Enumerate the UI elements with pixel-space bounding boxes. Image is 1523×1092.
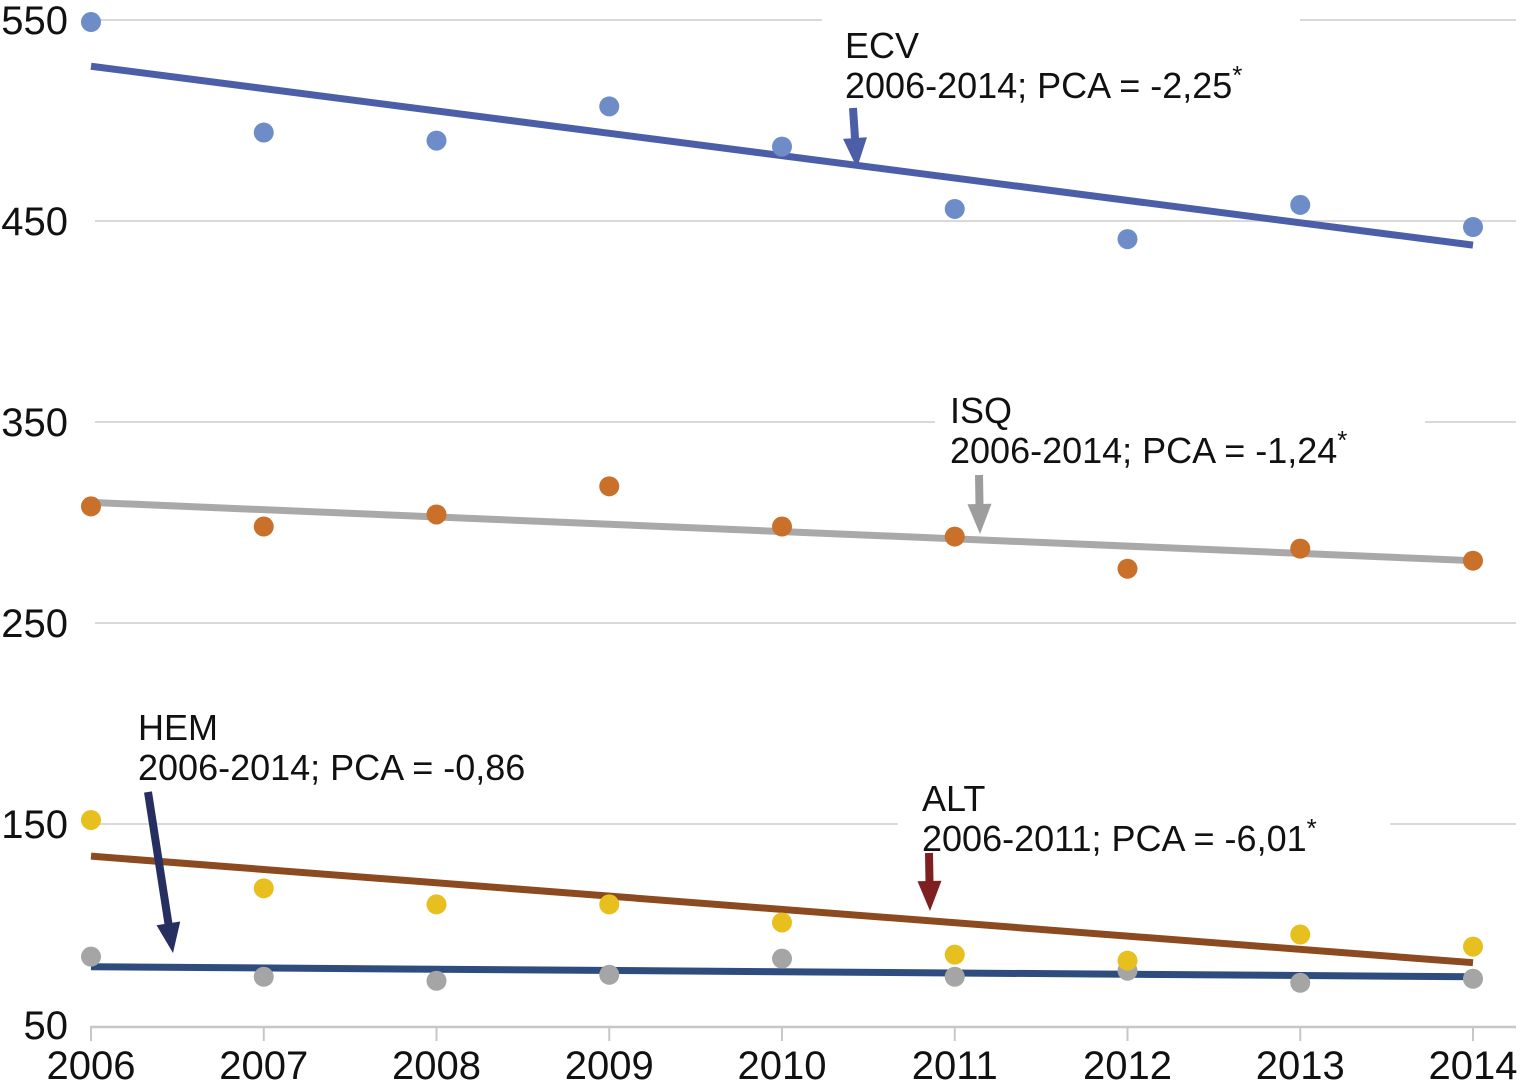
dot-hem-2007 <box>253 966 274 987</box>
dot-ecv-2006 <box>81 12 101 33</box>
annotation-star-isq: * <box>1337 425 1347 455</box>
dot-alt-2013 <box>1290 924 1311 945</box>
x-tick-label-2011: 2011 <box>912 1044 998 1088</box>
dot-hem-2010 <box>772 948 792 969</box>
dot-isq-2011 <box>944 526 965 547</box>
annotation-arrow-head-alt <box>917 880 942 911</box>
dot-isq-2009 <box>599 476 620 497</box>
annotation-star-alt: * <box>1307 813 1317 843</box>
dot-ecv-2013 <box>1290 194 1311 215</box>
x-tick-label-2012: 2012 <box>1083 1044 1172 1088</box>
dot-isq-2010 <box>772 516 792 537</box>
dot-alt-2010 <box>772 912 792 933</box>
annotation-label-isq: ISQ <box>950 390 1012 431</box>
dot-hem-2013 <box>1290 972 1311 993</box>
annotation-arrow-shaft-ecv <box>849 107 860 145</box>
dot-alt-2008 <box>426 894 447 915</box>
annotation-detail-hem: 2006-2014; PCA = -0,86 <box>138 747 525 788</box>
dot-alt-2014 <box>1463 936 1483 957</box>
dot-alt-2007 <box>253 878 274 899</box>
dot-alt-2012 <box>1117 950 1138 971</box>
dot-hem-2009 <box>599 964 620 985</box>
dot-alt-2011 <box>944 944 965 965</box>
dot-ecv-2007 <box>253 122 274 143</box>
annotation-star-ecv: * <box>1232 60 1242 90</box>
dot-ecv-2014 <box>1463 217 1483 238</box>
annotation-detail-text-hem: 2006-2014; PCA = -0,86 <box>138 747 525 788</box>
dot-hem-2006 <box>81 946 101 967</box>
dot-ecv-2010 <box>772 136 792 157</box>
dot-isq-2013 <box>1290 538 1311 559</box>
annotation-bg-isq <box>935 386 1425 472</box>
annotation-detail-text-ecv: 2006-2014; PCA = -2,25 <box>845 65 1232 106</box>
trendline-alt <box>90 852 1474 967</box>
annotation-label-alt: ALT <box>922 778 985 819</box>
x-tick-label-2006: 2006 <box>47 1044 136 1088</box>
annotation-arrow-head-isq <box>967 503 992 534</box>
dot-ecv-2008 <box>426 130 447 151</box>
annotation-label-ecv: ECV <box>845 25 919 66</box>
annotation-bg-ecv <box>822 12 1300 106</box>
dot-ecv-2012 <box>1117 229 1138 250</box>
annotation-detail-ecv: 2006-2014; PCA = -2,25* <box>845 60 1242 106</box>
dot-isq-2012 <box>1117 558 1138 579</box>
annotation-arrow-shaft-hem <box>144 791 174 930</box>
dot-alt-2006 <box>81 809 101 830</box>
annotation-detail-text-isq: 2006-2014; PCA = -1,24 <box>950 430 1337 471</box>
y-tick-label-250: 250 <box>1 602 68 646</box>
dot-hem-2011 <box>944 966 965 987</box>
annotation-arrow-head-ecv <box>843 137 867 168</box>
x-tick-label-2013: 2013 <box>1256 1044 1345 1088</box>
y-tick-label-550: 550 <box>1 0 68 43</box>
annotation-label-hem: HEM <box>138 707 218 748</box>
dot-alt-2009 <box>599 894 620 915</box>
y-tick-label-350: 350 <box>1 401 68 445</box>
dot-ecv-2011 <box>944 198 965 219</box>
x-tick-label-2014: 2014 <box>1429 1044 1518 1088</box>
x-tick-label-2008: 2008 <box>392 1044 481 1088</box>
annotation-bg-alt <box>898 770 1390 858</box>
dot-isq-2007 <box>253 516 274 537</box>
x-tick-label-2010: 2010 <box>738 1044 827 1088</box>
annotation-arrow-head-hem <box>156 921 181 953</box>
y-tick-label-150: 150 <box>1 803 68 847</box>
dot-hem-2014 <box>1463 968 1483 989</box>
dot-hem-2008 <box>426 970 447 991</box>
x-tick-label-2007: 2007 <box>219 1044 308 1088</box>
annotation-detail-alt: 2006-2011; PCA = -6,01* <box>922 813 1317 859</box>
trendline-hem <box>90 963 1474 981</box>
dot-isq-2014 <box>1463 550 1483 571</box>
dot-isq-2008 <box>426 504 447 525</box>
dot-isq-2006 <box>81 496 101 517</box>
annotation-detail-text-alt: 2006-2011; PCA = -6,01 <box>922 818 1307 859</box>
y-tick-label-450: 450 <box>1 200 68 244</box>
annotation-detail-isq: 2006-2014; PCA = -1,24* <box>950 425 1347 471</box>
x-tick-label-2009: 2009 <box>565 1044 654 1088</box>
y-tick-label-50: 50 <box>24 1004 69 1048</box>
dot-ecv-2009 <box>599 96 620 117</box>
